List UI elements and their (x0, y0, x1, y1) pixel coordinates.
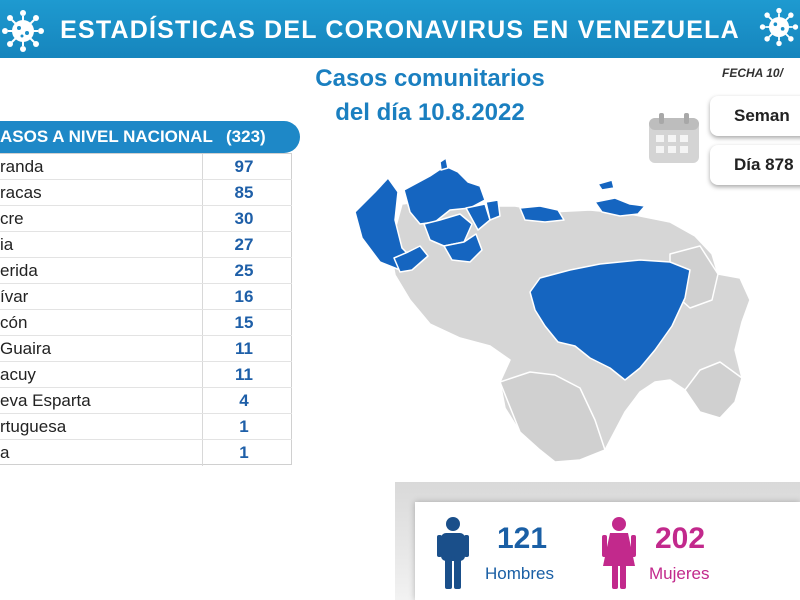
total-cases: (323) (226, 127, 266, 146)
virus-icon (759, 7, 799, 47)
women-count: 202 (655, 522, 706, 555)
table-row: eva Esparta 4 (0, 388, 292, 414)
state-name: cón (0, 313, 28, 332)
subtitle: Casos comunitarios del día 10.8.2022 (250, 62, 610, 130)
map-region-bolivar (529, 259, 691, 381)
subtitle-line-2: del día 10.8.2022 (335, 99, 525, 126)
men-label: Hombres (485, 564, 554, 583)
virus-icon (2, 10, 44, 52)
gender-panel: 121 Hombres 202 Mujeres (415, 502, 800, 600)
map-region (684, 361, 743, 419)
state-name: ívar (0, 287, 29, 306)
map-region-nueva-esparta (597, 179, 615, 191)
map-region-portuguesa (443, 233, 483, 263)
map-region-island (439, 157, 449, 171)
map-region (499, 371, 606, 463)
state-name: acuy (0, 365, 36, 384)
table-row: cón 15 (0, 310, 292, 336)
state-cases: 1 (239, 443, 249, 462)
state-name: rtuguesa (0, 417, 67, 436)
table-row: ívar 16 (0, 284, 292, 310)
state-cases: 1 (239, 417, 249, 436)
table-row: Guaira 11 (0, 336, 292, 362)
woman-icon (602, 517, 636, 589)
state-name: Guaira (0, 339, 52, 358)
table-row: acuy 11 (0, 362, 292, 388)
state-name: a (0, 443, 10, 462)
table-row: cre 30 (0, 206, 292, 232)
table-row: erida 25 (0, 258, 292, 284)
state-cases: 85 (234, 183, 254, 202)
cases-table-header: ASOS A NIVEL NACIONAL (323) (0, 121, 300, 153)
state-cases: 25 (234, 261, 254, 280)
state-name: cre (0, 209, 24, 228)
table-row: randa 97 (0, 154, 292, 180)
header-banner: ESTADÍSTICAS DEL CORONAVIRUS EN VENEZUEL… (0, 0, 800, 58)
date-label: FECHA 10/ (722, 66, 783, 80)
day-badge: Día 878 (710, 145, 800, 185)
map-region-merida (393, 245, 429, 273)
venezuela-map (354, 157, 751, 463)
state-cases: 16 (234, 287, 254, 306)
page-title: ESTADÍSTICAS DEL CORONAVIRUS EN VENEZUEL… (60, 16, 740, 44)
state-name: eva Esparta (0, 391, 91, 410)
map-region-carabobo (485, 199, 501, 221)
state-cases: 11 (235, 339, 253, 358)
state-name: racas (0, 183, 42, 202)
state-cases: 15 (234, 313, 254, 332)
state-name: randa (0, 157, 44, 176)
state-name: ia (0, 235, 14, 254)
women-label: Mujeres (649, 564, 710, 583)
state-cases: 30 (234, 209, 254, 228)
men-count: 121 (497, 522, 548, 555)
man-icon (437, 517, 469, 589)
table-row: ia 27 (0, 232, 292, 258)
cases-table: randa 97 racas 85 cre 30 ia 27 erida 25 ívar 1… (0, 153, 292, 466)
state-cases: 97 (234, 157, 254, 176)
table-row: racas 85 (0, 180, 292, 206)
table-row: rtuguesa 1 (0, 414, 292, 440)
state-cases: 4 (239, 391, 249, 410)
state-name: erida (0, 261, 38, 280)
map-region-sucre (594, 197, 646, 217)
state-cases: 27 (234, 235, 254, 254)
map-region-capital (519, 205, 565, 223)
state-cases: 11 (235, 365, 253, 384)
subtitle-line-1: Casos comunitarios (315, 65, 545, 92)
map-region-lara (423, 213, 473, 247)
week-badge: Seman (710, 96, 800, 136)
calendar-icon (649, 113, 699, 163)
table-header-label: ASOS A NIVEL NACIONAL (0, 127, 213, 146)
